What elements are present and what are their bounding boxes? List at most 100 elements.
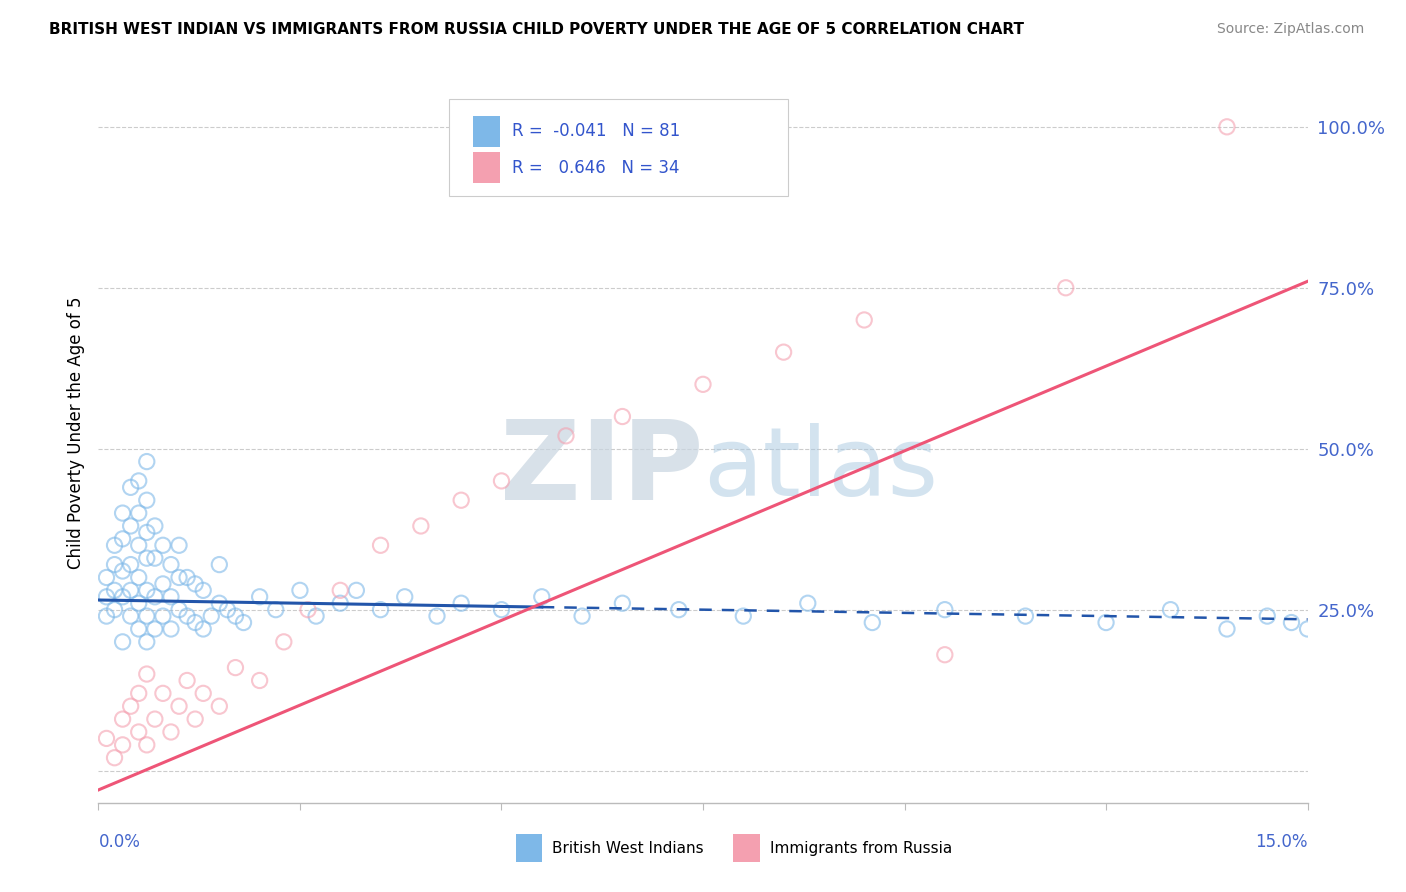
Point: [152, 577, 174, 591]
Point: [288, 583, 311, 598]
Point: [128, 622, 150, 636]
Point: [160, 558, 183, 572]
Point: [128, 596, 150, 610]
Point: [135, 609, 157, 624]
Point: [394, 590, 416, 604]
Text: Source: ZipAtlas.com: Source: ZipAtlas.com: [1216, 22, 1364, 37]
Point: [193, 622, 215, 636]
Bar: [474, 116, 501, 147]
Point: [450, 596, 472, 610]
Point: [128, 474, 150, 488]
Point: [120, 480, 142, 494]
Point: [152, 538, 174, 552]
Y-axis label: Child Poverty Under the Age of 5: Child Poverty Under the Age of 5: [66, 296, 84, 569]
Point: [329, 596, 352, 610]
Point: [111, 532, 134, 546]
Point: [152, 609, 174, 624]
Point: [232, 615, 254, 630]
Point: [167, 570, 190, 584]
Point: [135, 525, 157, 540]
Point: [1216, 120, 1239, 134]
Text: British West Indians: British West Indians: [551, 841, 703, 856]
Point: [120, 699, 142, 714]
Point: [329, 583, 352, 598]
Point: [135, 454, 157, 468]
Point: [96, 590, 118, 604]
Point: [135, 635, 157, 649]
Point: [668, 602, 690, 616]
Point: [305, 609, 328, 624]
Point: [1296, 622, 1319, 636]
Text: Immigrants from Russia: Immigrants from Russia: [769, 841, 952, 856]
Point: [111, 506, 134, 520]
Point: [772, 345, 794, 359]
Point: [193, 583, 215, 598]
Point: [184, 615, 207, 630]
Point: [135, 583, 157, 598]
Point: [167, 602, 190, 616]
Point: [120, 609, 142, 624]
Point: [160, 622, 183, 636]
Point: [103, 750, 125, 764]
Point: [264, 602, 287, 616]
Point: [224, 609, 246, 624]
Point: [120, 583, 142, 598]
Point: [797, 596, 820, 610]
Point: [111, 590, 134, 604]
Point: [934, 602, 956, 616]
Point: [249, 590, 271, 604]
Point: [450, 493, 472, 508]
Point: [103, 558, 125, 572]
Point: [143, 590, 166, 604]
Point: [273, 635, 295, 649]
Point: [200, 609, 222, 624]
Point: [370, 602, 392, 616]
Point: [184, 712, 207, 726]
Text: ZIP: ZIP: [499, 417, 703, 523]
Point: [1256, 609, 1278, 624]
Point: [530, 590, 553, 604]
Point: [135, 493, 157, 508]
Point: [491, 474, 513, 488]
Point: [111, 635, 134, 649]
Point: [1160, 602, 1182, 616]
Point: [860, 615, 883, 630]
Point: [1216, 622, 1239, 636]
Bar: [734, 834, 759, 862]
Point: [120, 519, 142, 533]
Point: [128, 686, 150, 700]
Point: [103, 602, 125, 616]
FancyBboxPatch shape: [449, 99, 787, 195]
Point: [135, 738, 157, 752]
Text: R =  -0.041   N = 81: R = -0.041 N = 81: [512, 122, 681, 140]
Point: [409, 519, 432, 533]
Point: [853, 313, 876, 327]
Point: [128, 725, 150, 739]
Point: [135, 551, 157, 566]
Bar: [516, 834, 543, 862]
Point: [1014, 609, 1036, 624]
Point: [96, 609, 118, 624]
Point: [1095, 615, 1118, 630]
Text: BRITISH WEST INDIAN VS IMMIGRANTS FROM RUSSIA CHILD POVERTY UNDER THE AGE OF 5 C: BRITISH WEST INDIAN VS IMMIGRANTS FROM R…: [49, 22, 1024, 37]
Point: [111, 738, 134, 752]
Point: [111, 564, 134, 578]
Point: [167, 699, 190, 714]
Point: [103, 538, 125, 552]
Point: [934, 648, 956, 662]
Point: [426, 609, 449, 624]
Point: [555, 429, 578, 443]
Point: [143, 712, 166, 726]
Point: [491, 602, 513, 616]
Point: [370, 538, 392, 552]
Point: [96, 731, 118, 746]
Point: [160, 590, 183, 604]
Point: [160, 725, 183, 739]
Point: [120, 558, 142, 572]
Point: [167, 538, 190, 552]
Point: [733, 609, 755, 624]
Point: [128, 538, 150, 552]
Point: [143, 519, 166, 533]
Text: atlas: atlas: [703, 423, 938, 516]
Point: [208, 558, 231, 572]
